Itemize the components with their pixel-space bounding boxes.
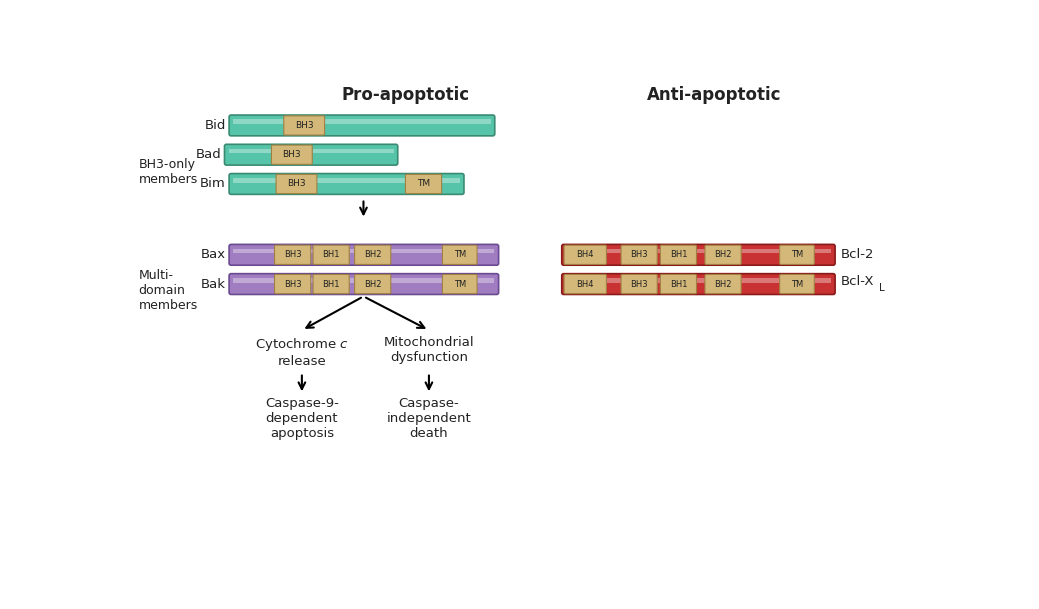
Text: Anti-apoptotic: Anti-apoptotic [646, 86, 781, 104]
Text: BH1: BH1 [322, 250, 340, 259]
Text: Bim: Bim [199, 177, 225, 191]
Text: BH1: BH1 [670, 250, 687, 259]
FancyBboxPatch shape [705, 275, 741, 294]
FancyBboxPatch shape [276, 174, 317, 194]
Text: Pro-apoptotic: Pro-apoptotic [342, 86, 470, 104]
FancyBboxPatch shape [661, 245, 696, 264]
FancyBboxPatch shape [621, 245, 658, 264]
FancyBboxPatch shape [284, 116, 324, 135]
Text: BH1: BH1 [670, 280, 687, 289]
Text: TM: TM [454, 250, 465, 259]
FancyBboxPatch shape [224, 144, 398, 165]
FancyBboxPatch shape [564, 275, 607, 294]
Text: Mitochondrial
dysfunction: Mitochondrial dysfunction [383, 336, 474, 364]
FancyBboxPatch shape [562, 244, 835, 265]
FancyBboxPatch shape [621, 275, 658, 294]
FancyBboxPatch shape [564, 245, 607, 264]
Text: Caspase-
independent
death: Caspase- independent death [387, 397, 472, 440]
Text: L: L [879, 283, 885, 293]
Bar [566, 278, 831, 283]
FancyBboxPatch shape [313, 275, 349, 294]
FancyBboxPatch shape [354, 275, 391, 294]
Text: BH4: BH4 [577, 250, 594, 259]
FancyBboxPatch shape [443, 275, 477, 294]
FancyBboxPatch shape [230, 174, 464, 194]
FancyBboxPatch shape [274, 275, 311, 294]
Text: BH3: BH3 [631, 280, 648, 289]
Bar [229, 149, 394, 153]
FancyBboxPatch shape [779, 275, 815, 294]
Text: TM: TM [791, 280, 803, 289]
FancyBboxPatch shape [313, 245, 349, 264]
Text: BH2: BH2 [714, 250, 731, 259]
Text: BH3: BH3 [284, 250, 301, 259]
FancyBboxPatch shape [661, 275, 696, 294]
FancyBboxPatch shape [230, 244, 499, 265]
Text: BH3: BH3 [283, 150, 301, 159]
FancyBboxPatch shape [562, 273, 835, 295]
FancyBboxPatch shape [230, 115, 495, 136]
Text: Bax: Bax [201, 248, 225, 261]
Text: BH2: BH2 [364, 250, 381, 259]
Text: TM: TM [454, 280, 465, 289]
Text: BH3: BH3 [287, 180, 305, 188]
FancyBboxPatch shape [405, 174, 442, 194]
Text: BH4: BH4 [577, 280, 594, 289]
FancyBboxPatch shape [230, 273, 499, 295]
Text: TM: TM [791, 250, 803, 259]
FancyBboxPatch shape [443, 245, 477, 264]
Bar [234, 178, 459, 183]
Text: BH3: BH3 [284, 280, 301, 289]
Text: Caspase-9-
dependent
apoptosis: Caspase-9- dependent apoptosis [265, 397, 339, 440]
Bar [234, 119, 490, 124]
Text: BH1: BH1 [322, 280, 340, 289]
Text: Bak: Bak [201, 278, 225, 290]
FancyBboxPatch shape [779, 245, 815, 264]
FancyBboxPatch shape [274, 245, 311, 264]
Text: Cytochrome $c$
release: Cytochrome $c$ release [255, 336, 349, 368]
Text: BH3: BH3 [295, 121, 314, 130]
Text: BH2: BH2 [714, 280, 731, 289]
FancyBboxPatch shape [354, 245, 391, 264]
Text: Bcl-2: Bcl-2 [841, 248, 875, 261]
Text: TM: TM [417, 180, 430, 188]
Text: BH3-only
members: BH3-only members [138, 158, 197, 186]
FancyBboxPatch shape [705, 245, 741, 264]
Text: BH2: BH2 [364, 280, 381, 289]
Bar [234, 278, 495, 283]
Text: Bcl-X: Bcl-X [841, 275, 875, 288]
Text: BH3: BH3 [631, 250, 648, 259]
Bar [566, 248, 831, 253]
Text: Bid: Bid [205, 119, 225, 132]
FancyBboxPatch shape [271, 145, 313, 164]
Bar [234, 248, 495, 253]
Text: Multi-
domain
members: Multi- domain members [138, 270, 197, 312]
Text: Bad: Bad [195, 148, 221, 161]
